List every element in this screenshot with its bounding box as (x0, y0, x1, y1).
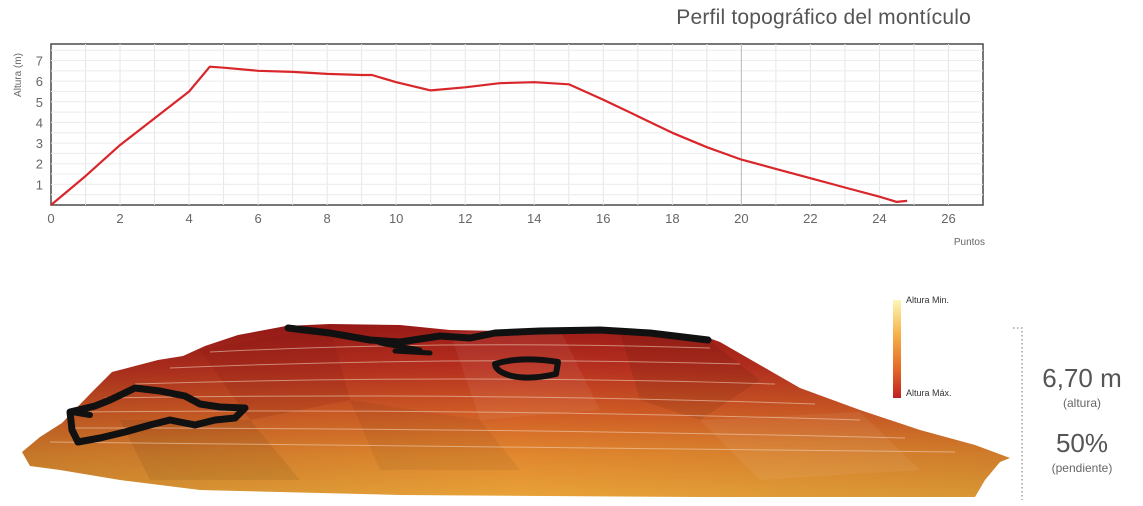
y-tick-label: 2 (36, 157, 43, 172)
x-tick-label: 20 (734, 211, 748, 226)
x-tick-label: 10 (389, 211, 403, 226)
plot-frame (50, 43, 984, 206)
y-tick-label: 4 (36, 115, 43, 130)
x-tick-label: 14 (527, 211, 541, 226)
y-tick-label: 3 (36, 136, 43, 151)
y-axis-label: Altura (m) (13, 53, 24, 97)
x-tick-label: 2 (116, 211, 123, 226)
x-tick-label: 6 (254, 211, 261, 226)
height-label: (altura) (1062, 396, 1101, 410)
legend-gradient-bar (893, 300, 901, 398)
y-tick-label: 5 (36, 95, 43, 110)
chart-grid (51, 44, 983, 205)
x-tick-label: 26 (941, 211, 955, 226)
chart-title: Perfil topográfico del montículo (676, 6, 971, 29)
x-tick-label: 24 (872, 211, 886, 226)
x-tick-label: 12 (458, 211, 472, 226)
x-tick-label: 0 (47, 211, 54, 226)
x-tick-label: 22 (803, 211, 817, 226)
y-tick-label: 6 (36, 74, 43, 89)
legend-max-label: Altura Máx. (906, 388, 952, 398)
height-bracket (1013, 327, 1023, 500)
slope-value: 50% (1055, 428, 1109, 458)
legend-min-label: Altura Min. (906, 295, 950, 305)
mound-3d-render (22, 324, 1010, 497)
x-tick-label: 8 (324, 211, 331, 226)
x-axis-label: Puntos (954, 237, 985, 248)
y-tick-label: 1 (36, 177, 43, 192)
slope-label: (pendiente) (1051, 461, 1113, 475)
height-value: 6,70 m (1042, 363, 1122, 393)
x-tick-label: 18 (665, 211, 679, 226)
x-tick-label: 4 (185, 211, 192, 226)
series-line (50, 65, 908, 206)
y-tick-label: 7 (36, 54, 43, 69)
x-tick-label: 16 (596, 211, 610, 226)
